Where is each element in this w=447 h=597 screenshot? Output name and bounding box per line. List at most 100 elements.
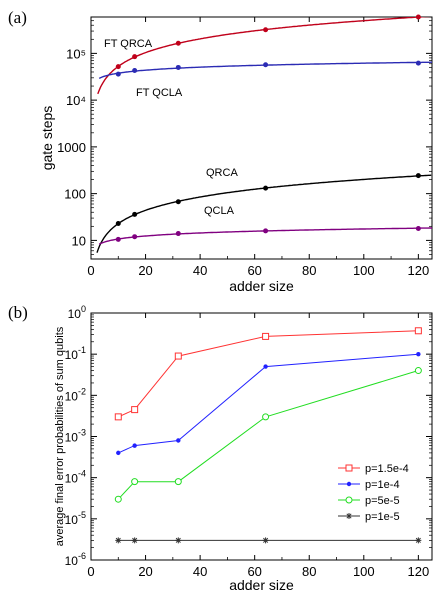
panel-b-y-tick-base: 10 [65, 348, 79, 362]
panel-b-data-point [114, 495, 122, 503]
panel-b-x-tick-label: 20 [138, 564, 152, 579]
panel-b-data-point [174, 352, 182, 360]
panel-b-legend-marker [346, 513, 352, 519]
panel-b-y-tick-exponent: 0 [81, 304, 86, 314]
panel-a-y-tick-label: 100 [64, 187, 86, 202]
panel-a-series-annotation: QRCA [206, 167, 238, 179]
panel-b-data-point [174, 478, 182, 486]
panel-b-x-tick-label: 0 [87, 564, 94, 579]
panel-b-y-axis-label: average final error probabilities of sum… [54, 326, 66, 546]
panel-a-x-tick-label: 120 [408, 263, 430, 278]
panel-a-x-tick-label: 40 [193, 263, 207, 278]
panel-a-data-point [115, 220, 121, 226]
panel-a-data-point [415, 14, 421, 20]
panel-a-data-point [175, 40, 181, 46]
panel-a-data-point [115, 64, 121, 70]
panel-a-y-tick-label: 1000 [57, 140, 86, 155]
panel-b-y-tick-exponent: -4 [78, 469, 86, 479]
panel-a-plot-frame [90, 16, 433, 260]
panel-b-data-point [175, 537, 182, 544]
panel-b-x-tick-label: 100 [353, 564, 375, 579]
panel-a-y-tick-label: 10 [72, 233, 86, 248]
panel-b-y-tick-base: 10 [65, 472, 79, 486]
panel-b-x-tick-label: 120 [408, 564, 430, 579]
panel-a-data-point [132, 54, 138, 60]
panel-b-y-tick-label: 10-5 [65, 510, 86, 527]
panel-a-x-tick-label: 100 [353, 263, 375, 278]
panel-b-y-tick-exponent: -1 [78, 345, 86, 355]
panel-a-series-annotation: FT QCLA [136, 87, 183, 99]
panel-a-x-axis-label: adder size [229, 278, 294, 294]
panel-b-y-tick-label: 10-6 [65, 551, 86, 568]
panel-b-data-point [131, 406, 139, 414]
panel-b-data-point [131, 537, 138, 544]
panel-b-y-tick-exponent: -6 [78, 551, 86, 561]
panel-a: (a) 10 100 1000 10⁴ 10⁵ 0 20 40 60 80 100 120 adder s… [8, 8, 433, 294]
panel-b-data-point [414, 367, 422, 375]
panel-a-data-point [263, 27, 269, 33]
panel-a-x-tick-label: 60 [247, 263, 261, 278]
panel-b-y-tick-exponent: -3 [78, 428, 86, 438]
panel-b-x-axis-label: adder size [229, 577, 294, 593]
panel-b-data-point [415, 537, 422, 544]
panel-b-data-point [132, 443, 137, 448]
panel-b-y-tick-label: 10-2 [65, 386, 86, 403]
panel-b-y-tick-label: 10-4 [65, 469, 86, 486]
panel-b-legend: p=1.5e-4 p=1e-4 p=5e-5 p=1e-5 [338, 463, 409, 523]
panel-b-data-point [414, 327, 422, 335]
panel-b-x-tick-label: 40 [193, 564, 207, 579]
panel-b-y-tick-base: 10 [65, 431, 79, 445]
panel-b-legend-marker [346, 481, 352, 487]
panel-b-y-tick-exponent: -5 [78, 510, 86, 520]
panel-b-legend-marker [345, 464, 353, 472]
panel-b-y-tick-label: 100 [68, 304, 86, 321]
panel-b-x-tick-label: 60 [247, 564, 261, 579]
panel-b-legend-label: p=1e-4 [365, 479, 400, 491]
panel-a-data-point [263, 62, 269, 68]
panel-b-data-point [263, 364, 268, 369]
panel-b-y-tick-base: 10 [65, 554, 79, 568]
panel-b-data-point [416, 351, 421, 357]
panel-b-series-line-1 [118, 353, 419, 454]
panel-b-data-point [262, 413, 270, 421]
panel-b-legend-label: p=1.5e-4 [365, 463, 409, 475]
panel-b-data-point [116, 450, 121, 456]
panel-a-data-point [263, 228, 269, 234]
panel-b-y-tick-exponent: -2 [78, 386, 86, 396]
panel-b-legend-marker [345, 496, 353, 504]
panel-a-data-point [175, 64, 181, 70]
panel-a-data-point [132, 68, 138, 74]
panel-a-data-point [175, 199, 181, 205]
panel-b-data-point [262, 332, 270, 340]
panel-b-y-tick-label: 10-3 [65, 428, 86, 445]
panel-a-label: (a) [8, 8, 27, 27]
panel-a-data-point [132, 211, 138, 217]
panel-b-y-tick-base: 10 [65, 389, 79, 403]
panel-a-data-point [415, 173, 421, 179]
panel-b-label: (b) [8, 303, 28, 322]
panel-b-legend-label: p=5e-5 [365, 495, 400, 507]
panel-b-y-tick-base: 10 [68, 307, 82, 321]
panel-b-legend-label: p=1e-5 [365, 511, 400, 523]
panel-a-x-tick-label: 0 [87, 263, 94, 278]
panel-a-data-point [415, 60, 421, 66]
panel-a-y-tick-label: 10⁵ [66, 46, 86, 61]
panel-a-data-point [175, 231, 181, 237]
panel-a-data-point [132, 234, 138, 240]
panel-b-data-point [115, 537, 122, 544]
panel-a-data-point [263, 185, 269, 191]
panel-a-series-annotation: FT QRCA [104, 38, 153, 50]
panel-a-data-point [115, 236, 121, 242]
panel-b-series-line-0 [118, 330, 419, 418]
panel-a-data-point [415, 225, 421, 231]
panel-a-y-axis-label: gate steps [39, 106, 55, 171]
panel-a-x-tick-label: 20 [138, 263, 152, 278]
panel-b-data-point [131, 478, 139, 486]
panel-b-y-tick-label: 10-1 [65, 345, 86, 362]
panel-b-data-point [114, 413, 122, 421]
panel-a-data-point [115, 71, 121, 77]
panel-a-x-tick-label: 80 [302, 263, 316, 278]
panel-b-x-tick-label: 80 [302, 564, 316, 579]
panel-b-data-point [176, 438, 181, 443]
